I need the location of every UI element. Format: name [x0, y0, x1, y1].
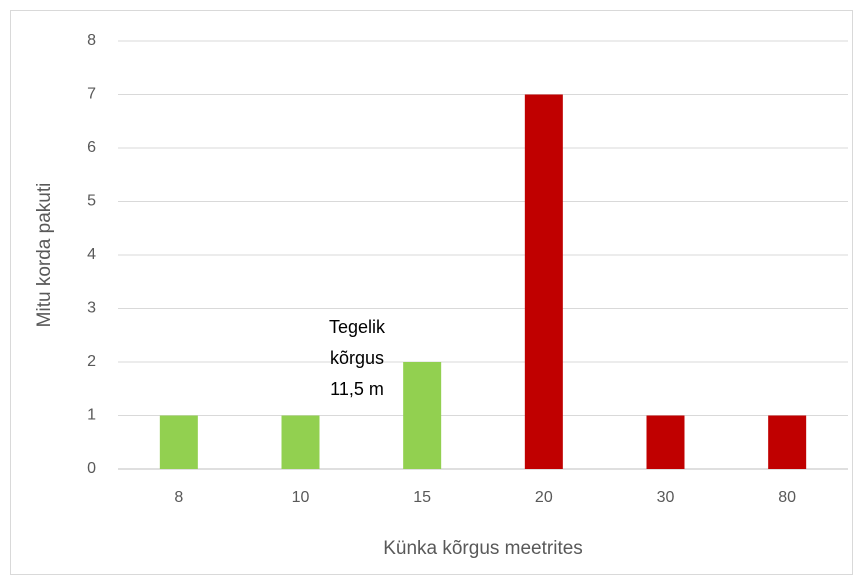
annotation: kõrgus — [330, 348, 384, 368]
y-tick-label: 4 — [87, 246, 96, 263]
y-tick-label: 8 — [87, 32, 96, 49]
x-tick-label: 20 — [535, 489, 553, 506]
bar — [159, 415, 198, 469]
x-tick-label: 80 — [778, 489, 796, 506]
y-tick-label: 0 — [87, 460, 96, 477]
x-tick-label: 30 — [657, 489, 675, 506]
x-tick-label: 15 — [413, 489, 431, 506]
x-tick-label: 10 — [292, 489, 310, 506]
bar — [281, 415, 320, 469]
y-axis-title: Mitu korda pakuti — [34, 183, 55, 328]
bar — [646, 415, 685, 469]
y-tick-label: 2 — [87, 353, 96, 370]
y-tick-label: 6 — [87, 139, 96, 156]
annotation: Tegelik — [329, 317, 386, 337]
x-tick-label: 8 — [174, 489, 183, 506]
bar — [524, 94, 563, 469]
bar — [403, 362, 442, 469]
bar — [768, 415, 807, 469]
chart-border — [10, 10, 853, 575]
y-tick-label: 5 — [87, 193, 96, 210]
y-tick-label: 7 — [87, 86, 96, 103]
annotation: 11,5 m — [330, 379, 384, 399]
x-axis-title: Künka kõrgus meetrites — [383, 538, 583, 559]
y-tick-label: 1 — [87, 407, 96, 424]
y-tick-label: 3 — [87, 300, 96, 317]
